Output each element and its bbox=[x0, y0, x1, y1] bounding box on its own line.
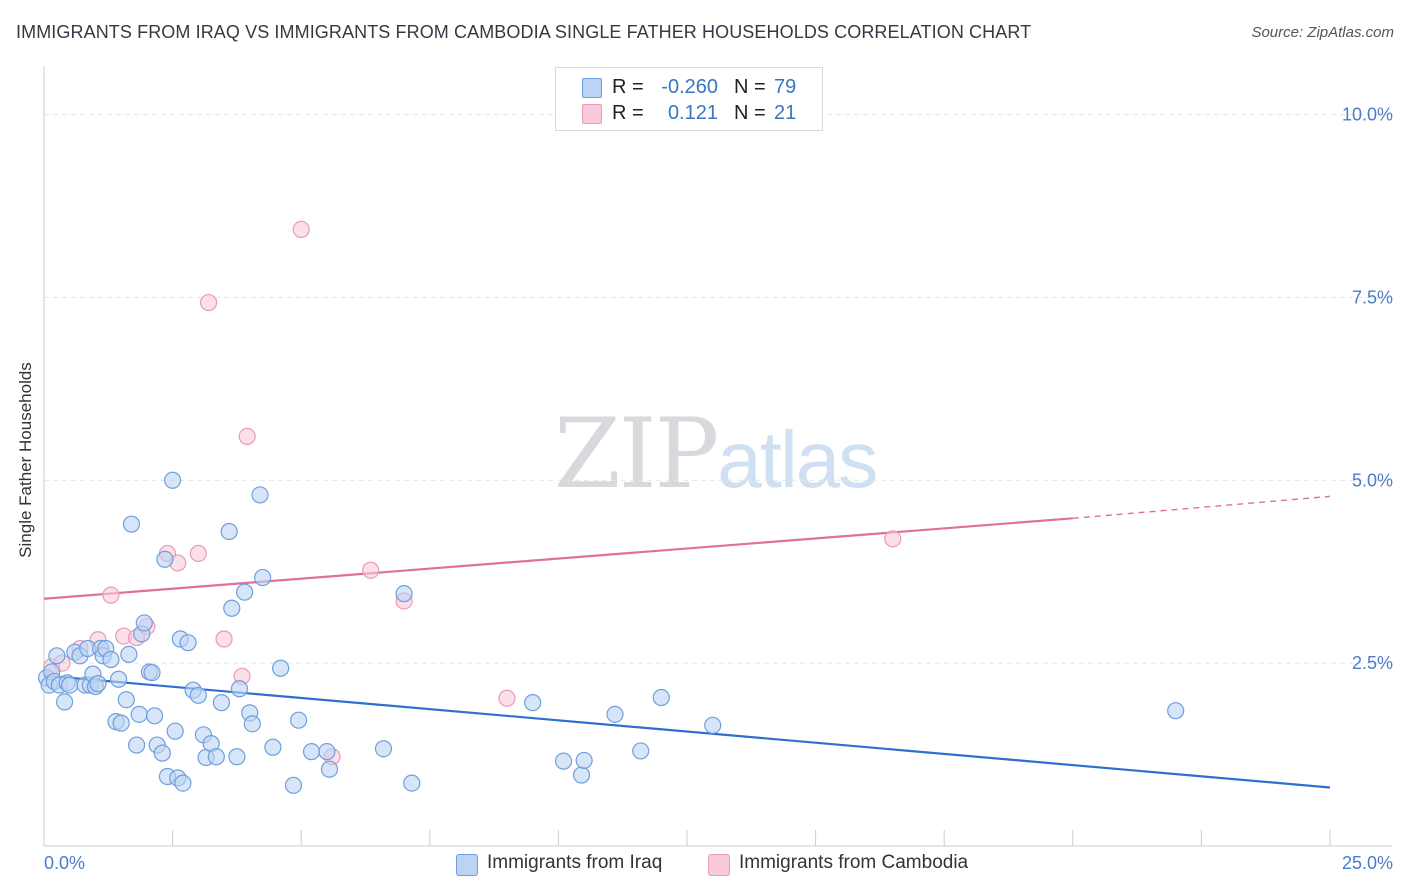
point-iraq bbox=[554, 752, 573, 770]
point-iraq bbox=[251, 486, 269, 504]
point-iraq bbox=[207, 748, 225, 766]
legend-swatch-iraq bbox=[456, 854, 478, 876]
chart-legend: Immigrants from Iraq Immigrants from Cam… bbox=[0, 852, 1406, 878]
point-cambodia bbox=[200, 293, 218, 312]
point-iraq bbox=[223, 599, 241, 617]
point-iraq bbox=[120, 645, 138, 663]
data-points bbox=[37, 220, 1185, 794]
point-cambodia bbox=[102, 586, 120, 604]
point-cambodia bbox=[498, 689, 516, 707]
point-iraq bbox=[403, 774, 421, 792]
chart-title: IMMIGRANTS FROM IRAQ VS IMMIGRANTS FROM … bbox=[16, 22, 1032, 42]
trend-line-cambodia bbox=[43, 517, 1073, 600]
point-iraq bbox=[127, 736, 146, 754]
n-value-iraq: 79 bbox=[774, 76, 797, 98]
x-tick-label: 25.0% bbox=[1342, 853, 1393, 873]
point-iraq bbox=[395, 585, 413, 603]
r-label: R = bbox=[612, 102, 644, 124]
legend-swatch-cambodia bbox=[708, 854, 730, 876]
point-iraq bbox=[122, 515, 141, 533]
point-iraq bbox=[220, 522, 238, 541]
n-value-cambodia: 21 bbox=[774, 102, 797, 124]
point-iraq bbox=[302, 743, 321, 761]
point-cambodia bbox=[362, 561, 380, 579]
point-iraq bbox=[236, 583, 254, 601]
point-iraq bbox=[320, 760, 339, 778]
point-iraq bbox=[374, 740, 393, 758]
correlation-stats-box: R = -0.260 N = 79 R = 0.121 N = 21 bbox=[555, 67, 823, 131]
point-iraq bbox=[228, 748, 246, 766]
point-iraq bbox=[1167, 702, 1185, 720]
point-iraq bbox=[652, 688, 670, 707]
legend-label-cambodia: Immigrants from Cambodia bbox=[739, 852, 969, 873]
point-iraq bbox=[264, 738, 282, 756]
y-tick-label: 2.5% bbox=[1352, 653, 1393, 673]
cambodia-swatch bbox=[582, 104, 602, 124]
point-iraq bbox=[290, 711, 308, 729]
point-iraq bbox=[156, 550, 174, 568]
tick-labels: 2.5% 5.0% 7.5% 10.0% 0.0% 25.0% bbox=[44, 105, 1393, 873]
trend-line-cambodia-extension bbox=[1072, 495, 1331, 520]
point-iraq bbox=[212, 694, 231, 712]
point-iraq bbox=[179, 634, 197, 652]
iraq-swatch bbox=[582, 78, 602, 98]
point-iraq bbox=[230, 680, 249, 698]
point-iraq bbox=[109, 670, 128, 688]
n-label: N = bbox=[734, 102, 766, 124]
point-iraq bbox=[243, 715, 261, 733]
watermark-zip: ZIP bbox=[554, 398, 719, 510]
stats-row-cambodia: R = 0.121 N = 21 bbox=[556, 102, 822, 128]
point-cambodia bbox=[189, 544, 207, 563]
point-iraq bbox=[632, 742, 650, 760]
y-axis-label: Single Father Households bbox=[16, 362, 35, 558]
watermark-atlas: atlas bbox=[717, 415, 878, 504]
point-iraq bbox=[254, 568, 272, 587]
point-iraq bbox=[89, 675, 107, 693]
point-iraq bbox=[174, 774, 192, 792]
point-iraq bbox=[130, 705, 148, 723]
point-iraq bbox=[572, 766, 591, 784]
legend-label-iraq: Immigrants from Iraq bbox=[487, 852, 663, 873]
watermark: ZIPatlas bbox=[554, 398, 878, 510]
point-iraq bbox=[112, 714, 130, 732]
point-iraq bbox=[55, 693, 74, 711]
trend-line-iraq bbox=[43, 674, 1331, 789]
point-iraq bbox=[166, 722, 184, 740]
point-cambodia bbox=[215, 630, 233, 648]
trend-lines bbox=[43, 495, 1331, 789]
point-cambodia bbox=[292, 220, 310, 239]
point-iraq bbox=[48, 647, 66, 665]
point-iraq bbox=[524, 694, 542, 712]
r-label: R = bbox=[612, 76, 644, 98]
point-iraq bbox=[164, 471, 182, 489]
r-value-iraq: -0.260 bbox=[661, 76, 718, 98]
point-iraq bbox=[606, 705, 624, 723]
point-iraq bbox=[102, 650, 120, 669]
point-iraq bbox=[189, 686, 207, 704]
y-tick-label: 5.0% bbox=[1352, 470, 1393, 490]
source-note: Source: ZipAtlas.com bbox=[1251, 24, 1394, 41]
point-iraq bbox=[318, 743, 336, 761]
r-value-cambodia: 0.121 bbox=[667, 102, 718, 124]
point-cambodia bbox=[884, 530, 902, 548]
point-iraq bbox=[575, 751, 593, 770]
point-iraq bbox=[153, 744, 171, 762]
point-iraq bbox=[135, 614, 153, 632]
grid-lines bbox=[44, 114, 1392, 664]
point-iraq bbox=[284, 776, 303, 794]
point-iraq bbox=[143, 664, 161, 682]
point-cambodia bbox=[238, 427, 256, 445]
point-iraq bbox=[145, 707, 164, 725]
y-tick-label: 10.0% bbox=[1342, 105, 1393, 125]
point-iraq bbox=[117, 691, 135, 709]
n-label: N = bbox=[734, 76, 766, 98]
x-tick-label: 0.0% bbox=[44, 853, 85, 873]
point-iraq bbox=[272, 659, 290, 677]
stats-row-iraq: R = -0.260 N = 79 bbox=[556, 76, 822, 102]
axes bbox=[43, 66, 1392, 847]
y-tick-label: 7.5% bbox=[1352, 287, 1393, 307]
point-iraq bbox=[61, 676, 79, 694]
point-iraq bbox=[704, 716, 722, 734]
